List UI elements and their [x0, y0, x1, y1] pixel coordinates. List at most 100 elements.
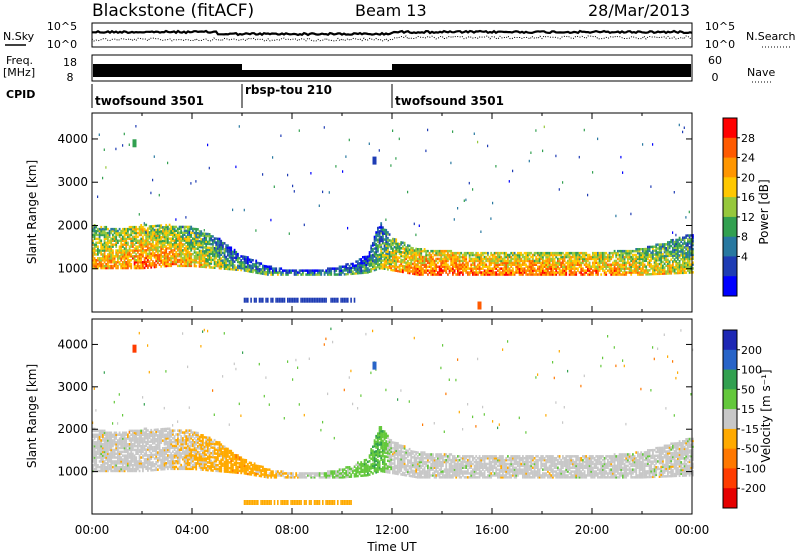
- echo-cell: [490, 257, 493, 261]
- echo-cell: [155, 246, 158, 249]
- echo-cell: [98, 435, 101, 438]
- echo-cell: [373, 247, 376, 250]
- echo-cell: [107, 465, 109, 469]
- echo-cell: [103, 450, 106, 454]
- echo-cell: [103, 257, 106, 260]
- echo-cell: [122, 255, 124, 258]
- echo-cell: [613, 269, 616, 272]
- echo-cell: [413, 272, 416, 276]
- echo-cell: [102, 462, 104, 465]
- echo-cell: [495, 251, 498, 255]
- echo-cell: [142, 443, 144, 446]
- echo-cell: [430, 269, 433, 272]
- echo-cell: [127, 456, 129, 459]
- echo-cell: [115, 443, 118, 446]
- echo-cell: [545, 259, 548, 263]
- echo-cell: [208, 266, 211, 269]
- echo-cell: [218, 255, 221, 258]
- echo-cell: [383, 248, 386, 251]
- echo-cell: [358, 264, 361, 267]
- echo-cell: [173, 243, 176, 246]
- echo-cell: [525, 257, 528, 261]
- echo-cell: [147, 258, 149, 262]
- echo-cell: [147, 454, 149, 457]
- echo-cell: [123, 259, 126, 262]
- echo-cell: [153, 457, 156, 460]
- echo-cell: [422, 267, 424, 270]
- echo-cell: [668, 264, 671, 267]
- echo-cell: [242, 257, 244, 260]
- echo-cell: [137, 444, 139, 448]
- echo-cell: [345, 263, 348, 266]
- echo-cell: [143, 229, 146, 233]
- echo-cell: [350, 272, 353, 276]
- echo-cell: [387, 246, 389, 250]
- echo-cell: [112, 433, 114, 436]
- echo-cell: [218, 251, 221, 254]
- echo-cell: [333, 267, 336, 270]
- echo-cell: [152, 234, 154, 238]
- echo-cell: [185, 260, 188, 264]
- echo-cell: [393, 251, 396, 255]
- cpid-segment-label: twofsound 3501: [95, 94, 204, 108]
- echo-cell: [417, 248, 419, 251]
- echo-cell: [380, 265, 383, 268]
- echo-cell: [247, 264, 249, 267]
- echo-cell: [545, 253, 548, 257]
- echo-cell: [98, 454, 101, 457]
- echo-cell: [673, 244, 676, 248]
- echo-cell: [587, 267, 589, 270]
- echo-cell: [623, 261, 626, 265]
- noise-panel: [91, 22, 693, 48]
- echo-cell: [658, 251, 661, 254]
- echo-cell: [547, 259, 549, 263]
- echo-cell: [155, 255, 158, 259]
- echo-cell: [162, 251, 164, 254]
- echo-cell: [378, 245, 381, 249]
- echo-cell: [593, 255, 596, 259]
- echo-cell: [133, 467, 136, 471]
- echo-cell: [133, 239, 136, 242]
- echo-cell: [138, 460, 141, 463]
- echo-cell: [148, 264, 151, 267]
- echo-cell: [278, 269, 281, 272]
- echo-cell: [217, 262, 219, 266]
- echo-cell: [540, 253, 543, 257]
- echo-cell: [423, 265, 426, 268]
- echo-cell: [112, 255, 114, 258]
- echo-cell: [480, 261, 483, 265]
- echo-cell: [122, 231, 124, 235]
- echo-cell: [107, 264, 109, 268]
- echo-cell: [373, 239, 376, 243]
- echo-cell: [670, 254, 673, 257]
- echo-cell: [200, 240, 203, 243]
- echo-cell: [425, 265, 428, 268]
- echo-cell: [405, 247, 408, 251]
- echo-cell: [282, 269, 284, 272]
- echo-cell: [93, 235, 96, 239]
- echo-cell: [103, 249, 106, 252]
- echo-cell: [678, 256, 681, 259]
- echo-cell: [558, 257, 561, 261]
- echo-cell: [435, 269, 438, 272]
- echo-cell: [592, 265, 594, 268]
- echo-cell: [515, 257, 518, 261]
- echo-cell: [162, 239, 164, 243]
- echo-cell: [668, 268, 671, 271]
- echo-cell: [110, 458, 113, 461]
- echo-cell: [365, 271, 368, 274]
- echo-cell: [262, 297, 264, 303]
- echo-cell: [140, 431, 143, 434]
- echo-cell: [148, 246, 151, 250]
- echo-cell: [672, 246, 674, 250]
- echo-cell: [360, 263, 363, 267]
- echo-cell: [142, 253, 144, 256]
- echo-cell: [462, 267, 464, 270]
- echo-cell: [667, 254, 669, 258]
- echo-cell: [495, 261, 498, 265]
- echo-cell: [187, 229, 189, 233]
- echo-cell: [152, 436, 154, 439]
- echo-cell: [312, 297, 314, 303]
- echo-cell: [395, 242, 398, 245]
- echo-cell: [550, 259, 553, 263]
